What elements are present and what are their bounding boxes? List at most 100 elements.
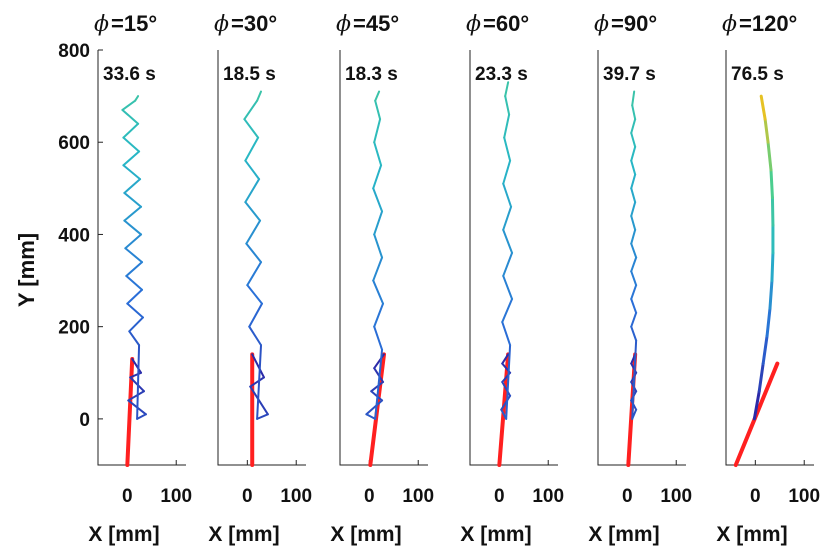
panel-axes <box>339 50 428 466</box>
trajectory-segment <box>245 219 262 245</box>
y-tick-label: 200 <box>58 318 90 339</box>
trajectory-segment <box>757 362 765 393</box>
trajectory-segment <box>504 81 510 98</box>
phi-symbol: ϕ <box>336 12 351 37</box>
trajectory-segment <box>502 251 514 277</box>
trajectory-segment <box>630 284 638 300</box>
trajectory-segment <box>136 413 147 420</box>
trajectory-segment <box>244 178 261 204</box>
trajectory-segment <box>124 247 143 264</box>
x-tick-label: 0 <box>622 486 633 507</box>
x-tick-label: 100 <box>280 486 312 507</box>
trajectory-segment <box>248 302 263 328</box>
trajectory-segment <box>256 90 263 102</box>
phi-value: =45° <box>353 11 399 36</box>
trajectory-segment <box>244 159 261 181</box>
y-tick-label: 400 <box>58 225 90 246</box>
trajectory-segment <box>122 122 140 139</box>
trajectory-segment <box>372 164 383 190</box>
trajectory-segment <box>759 94 767 121</box>
x-tick-label: 100 <box>532 486 564 507</box>
trajectory-segment <box>128 316 144 333</box>
x-tick-label: 0 <box>122 486 133 507</box>
y-tick-label: 0 <box>79 410 90 431</box>
time-label: 18.5 s <box>223 64 276 85</box>
trajectory-segment <box>769 168 774 200</box>
phi-value: =120° <box>739 11 797 36</box>
trajectory-segment <box>134 95 140 102</box>
phi-symbol: ϕ <box>94 12 109 37</box>
trajectory-segment <box>374 348 384 420</box>
phi-value: =15° <box>111 11 157 36</box>
trajectory-segment <box>373 210 384 236</box>
trajectory-segment <box>372 256 384 282</box>
trajectory-segment <box>630 311 638 328</box>
trajectory-segment <box>256 413 269 420</box>
trajectory-segment <box>123 205 143 222</box>
trajectory-segment <box>500 394 512 411</box>
y-tick-label: 800 <box>58 41 90 62</box>
x-axis-label: X [mm] <box>88 523 159 546</box>
panel-title: ϕ=30° <box>214 11 277 37</box>
x-tick-label: 0 <box>242 486 253 507</box>
trajectory-segment <box>503 113 511 139</box>
trajectory-segment <box>502 182 513 208</box>
trajectory-segment <box>502 228 514 254</box>
x-tick-label: 0 <box>364 486 375 507</box>
x-axis-label: X [mm] <box>460 523 531 546</box>
panel-axes <box>597 50 686 466</box>
phi-value: =30° <box>231 11 277 36</box>
phi-symbol: ϕ <box>214 12 229 37</box>
trajectory-segment <box>122 136 141 153</box>
trajectory-segment <box>124 233 143 250</box>
trajectory-segment <box>126 288 143 305</box>
trajectory-segment <box>123 178 142 194</box>
trajectory-segment <box>127 390 145 402</box>
trajectory-segment <box>630 187 637 204</box>
trajectory-segment <box>123 191 143 208</box>
trajectory-segment <box>248 325 263 347</box>
trajectory-segment <box>630 215 637 231</box>
trajectory-segment <box>251 353 265 379</box>
trajectory-segment <box>372 187 384 213</box>
panel-axes <box>725 50 814 466</box>
trajectory-segment <box>505 344 512 420</box>
trajectory-segment <box>244 201 262 222</box>
phi-value: =60° <box>483 11 529 36</box>
trajectory-segment <box>244 136 260 162</box>
x-tick-label: 100 <box>160 486 192 507</box>
trajectory-segment <box>122 150 141 167</box>
trajectory-segment <box>501 353 510 365</box>
trajectory-segment <box>373 118 382 144</box>
trajectory-segment <box>373 141 383 167</box>
panel-axes <box>469 50 558 466</box>
y-axis-label: Y [mm] <box>14 233 39 307</box>
trajectory-segment <box>374 99 382 121</box>
trajectory-segment <box>373 233 384 259</box>
trajectory-segment <box>365 413 377 420</box>
trajectory-segment <box>631 90 636 107</box>
trajectory-segment <box>256 344 263 420</box>
y-tick-label: 600 <box>58 133 90 154</box>
x-tick-label: 100 <box>788 486 820 507</box>
panel-title: ϕ=120° <box>722 11 797 37</box>
trajectory-segment <box>249 376 265 388</box>
phi-value: =90° <box>611 11 657 36</box>
panel-axes <box>217 50 306 466</box>
trajectory-segment <box>365 399 384 416</box>
phi-symbol: ϕ <box>466 12 481 37</box>
trajectory-segment <box>631 339 638 420</box>
trajectory-segment <box>373 353 385 370</box>
time-label: 33.6 s <box>103 64 156 85</box>
x-tick-label: 0 <box>750 486 761 507</box>
panel-title: ϕ=45° <box>336 11 399 37</box>
red-initial-segment <box>368 352 386 467</box>
trajectory-segment <box>766 140 773 172</box>
trajectory-segment <box>122 164 142 181</box>
panel-title: ϕ=15° <box>94 11 157 37</box>
trajectory-segment <box>121 108 140 125</box>
trajectory-segment <box>630 159 637 176</box>
trajectory-segment <box>501 321 512 347</box>
